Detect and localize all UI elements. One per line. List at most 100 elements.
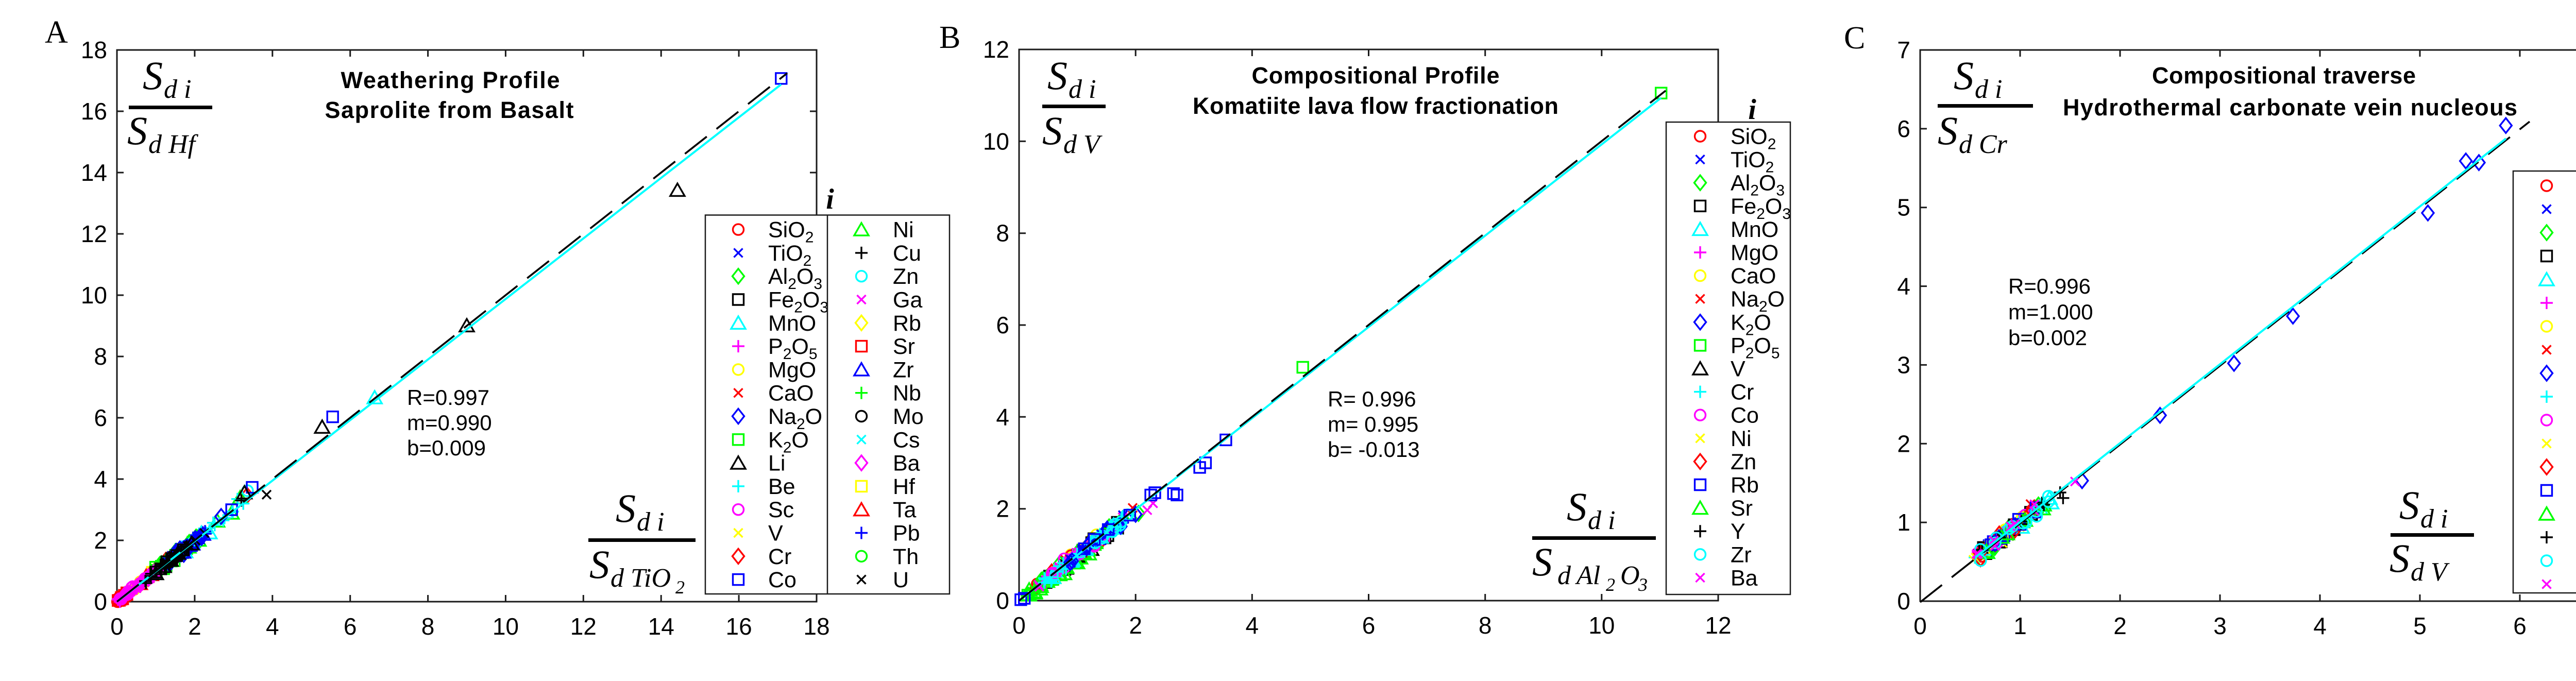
svg-text:8: 8: [94, 343, 107, 370]
svg-text:S: S: [616, 486, 636, 531]
svg-text:0: 0: [996, 587, 1009, 614]
svg-text:Co: Co: [768, 568, 796, 592]
svg-text:2: 2: [1129, 612, 1142, 639]
svg-text:d TiO: d TiO: [611, 564, 671, 593]
svg-text:18: 18: [803, 613, 829, 640]
svg-text:Cr: Cr: [1731, 380, 1754, 405]
svg-text:Th: Th: [893, 544, 919, 569]
svg-text:14: 14: [81, 159, 107, 186]
svg-text:S: S: [1042, 108, 1062, 153]
svg-text:2: 2: [2113, 612, 2127, 639]
svg-text:6: 6: [1362, 612, 1376, 639]
svg-text:6: 6: [344, 613, 357, 640]
svg-text:S: S: [1954, 53, 1974, 98]
svg-text:4: 4: [2313, 612, 2327, 639]
svg-text:Cs: Cs: [893, 428, 920, 452]
svg-text:Saprolite from Basalt: Saprolite from Basalt: [325, 97, 574, 123]
svg-text:MgO: MgO: [1731, 241, 1778, 265]
svg-text:Hydrothermal carbonate vein nu: Hydrothermal carbonate vein nucleous: [2063, 94, 2517, 121]
svg-text:d i: d i: [637, 507, 664, 537]
svg-text:Mo: Mo: [893, 404, 924, 429]
svg-text:Na2O: Na2O: [1731, 287, 1785, 315]
svg-text:8: 8: [996, 220, 1009, 247]
svg-text:Zn: Zn: [1731, 450, 1756, 474]
svg-text:12: 12: [983, 36, 1009, 63]
svg-text:Zr: Zr: [893, 357, 914, 382]
svg-text:MgO: MgO: [768, 357, 816, 382]
svg-text:2: 2: [188, 613, 201, 640]
svg-text:Ga: Ga: [893, 288, 922, 313]
svg-text:2: 2: [94, 527, 107, 554]
svg-text:d i: d i: [1588, 506, 1615, 535]
svg-text:3: 3: [1897, 351, 1910, 378]
svg-text:6: 6: [996, 312, 1009, 338]
svg-text:Ni: Ni: [893, 218, 914, 243]
svg-text:Ba: Ba: [893, 451, 920, 476]
svg-text:Cu: Cu: [893, 241, 921, 266]
svg-text:2: 2: [996, 496, 1009, 522]
svg-text:Nb: Nb: [893, 381, 921, 406]
svg-text:Hf: Hf: [893, 474, 916, 499]
svg-text:m=1.000: m=1.000: [2008, 300, 2093, 324]
svg-text:2: 2: [675, 577, 685, 598]
svg-text:Rb: Rb: [893, 311, 921, 336]
svg-text:1: 1: [1897, 509, 1910, 536]
svg-text:CaO: CaO: [768, 381, 814, 406]
svg-text:Y: Y: [1731, 519, 1745, 544]
svg-text:i: i: [826, 183, 834, 215]
svg-text:S: S: [1567, 484, 1587, 529]
svg-text:4: 4: [94, 466, 107, 492]
svg-text:Ni: Ni: [1731, 427, 1752, 451]
svg-text:A: A: [45, 15, 68, 50]
svg-text:Co: Co: [1731, 403, 1759, 428]
svg-text:Ba: Ba: [1731, 566, 1758, 590]
svg-text:b=0.002: b=0.002: [2008, 326, 2087, 350]
svg-text:Cr: Cr: [768, 544, 791, 569]
svg-text:Al2O3: Al2O3: [768, 264, 822, 293]
svg-text:B: B: [939, 20, 960, 55]
svg-text:4: 4: [266, 613, 279, 640]
svg-text:P2O5: P2O5: [1731, 333, 1780, 362]
svg-text:0: 0: [1913, 612, 1927, 639]
svg-text:4: 4: [996, 403, 1009, 430]
svg-text:O: O: [1620, 561, 1640, 590]
svg-text:S: S: [589, 542, 609, 587]
svg-text:0: 0: [1897, 588, 1910, 615]
svg-text:Compositional Profile: Compositional Profile: [1252, 62, 1500, 89]
svg-text:Rb: Rb: [1731, 473, 1759, 498]
svg-text:5: 5: [2413, 612, 2427, 639]
svg-text:d Cr: d Cr: [1959, 130, 2008, 159]
svg-text:2: 2: [1606, 574, 1615, 595]
svg-text:12: 12: [81, 220, 107, 247]
svg-text:m= 0.995: m= 0.995: [1328, 412, 1418, 436]
svg-text:S: S: [1532, 539, 1552, 584]
svg-text:d: d: [1557, 561, 1571, 590]
svg-text:R= 0.996: R= 0.996: [1328, 387, 1416, 411]
svg-text:18: 18: [81, 37, 107, 63]
svg-text:6: 6: [1897, 115, 1910, 142]
svg-text:10: 10: [983, 128, 1009, 155]
svg-text:K2O: K2O: [768, 428, 809, 456]
svg-text:m=0.990: m=0.990: [407, 411, 492, 435]
svg-text:b=0.009: b=0.009: [407, 436, 486, 460]
svg-text:Na2O: Na2O: [768, 404, 822, 433]
svg-text:Fe2O3: Fe2O3: [1731, 194, 1791, 223]
svg-text:Weathering Profile: Weathering Profile: [341, 67, 560, 93]
svg-text:4: 4: [1897, 273, 1910, 300]
svg-text:10: 10: [493, 613, 519, 640]
svg-text:10: 10: [1588, 612, 1615, 639]
svg-text:Al: Al: [1575, 561, 1600, 590]
svg-text:S: S: [2399, 483, 2419, 527]
svg-text:S: S: [1938, 108, 1958, 153]
svg-text:5: 5: [1897, 194, 1910, 221]
svg-text:d V: d V: [1063, 130, 1103, 159]
svg-text:Komatiite lava flow fractionat: Komatiite lava flow fractionation: [1193, 93, 1558, 119]
svg-text:d i: d i: [1975, 75, 2002, 104]
svg-text:3: 3: [2213, 612, 2227, 639]
svg-text:0: 0: [110, 613, 124, 640]
svg-text:2: 2: [1897, 430, 1910, 457]
svg-text:Zr: Zr: [1731, 542, 1752, 567]
svg-text:12: 12: [570, 613, 597, 640]
svg-text:R=0.997: R=0.997: [407, 385, 489, 410]
svg-text:U: U: [893, 568, 909, 592]
